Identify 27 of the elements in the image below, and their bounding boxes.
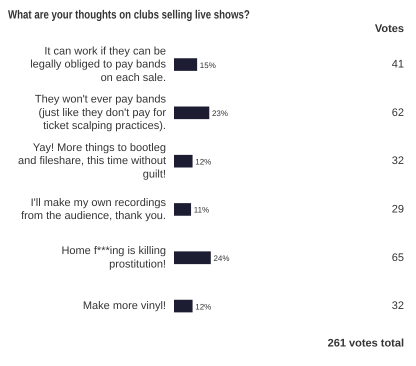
text: 32 — [392, 300, 404, 312]
y-tick-label: Make more vinyl! — [82, 300, 166, 312]
data-label: 24% — [213, 254, 230, 263]
bar — [174, 203, 192, 216]
data-label: 12% — [195, 157, 212, 166]
text: 29 — [392, 203, 404, 216]
data-label: 15% — [200, 60, 216, 70]
y-tick-label: I'll make my own recordings from the audience, thank you. — [21, 196, 166, 222]
text: 261 votes total — [328, 338, 404, 350]
bar — [174, 58, 198, 71]
data-label: 11% — [194, 206, 210, 215]
data-label: 23% — [212, 109, 228, 118]
chart-title: What are your thoughts on clubs selling live shows? — [8, 8, 250, 22]
text: 41 — [392, 58, 404, 71]
data-label: 12% — [195, 302, 212, 312]
bar — [174, 106, 210, 120]
y-tick-label: They won't ever pay bands (just like they don't pay for ticket scalping practices). — [34, 94, 166, 132]
bar — [174, 251, 211, 264]
y-tick-label: Yay! More things to bootleg and fileshare, this time without guilt! — [18, 142, 166, 180]
text: 32 — [392, 155, 404, 168]
bar — [174, 154, 193, 168]
y-tick-label: Home f***ing is killing prostitution! — [61, 245, 166, 270]
text: Votes — [374, 22, 404, 35]
text: 65 — [392, 252, 404, 264]
y-tick-label: It can work if they can be legally obliged to pay bands on each sale. — [30, 45, 166, 84]
text: 62 — [392, 106, 404, 119]
bar — [174, 300, 193, 312]
